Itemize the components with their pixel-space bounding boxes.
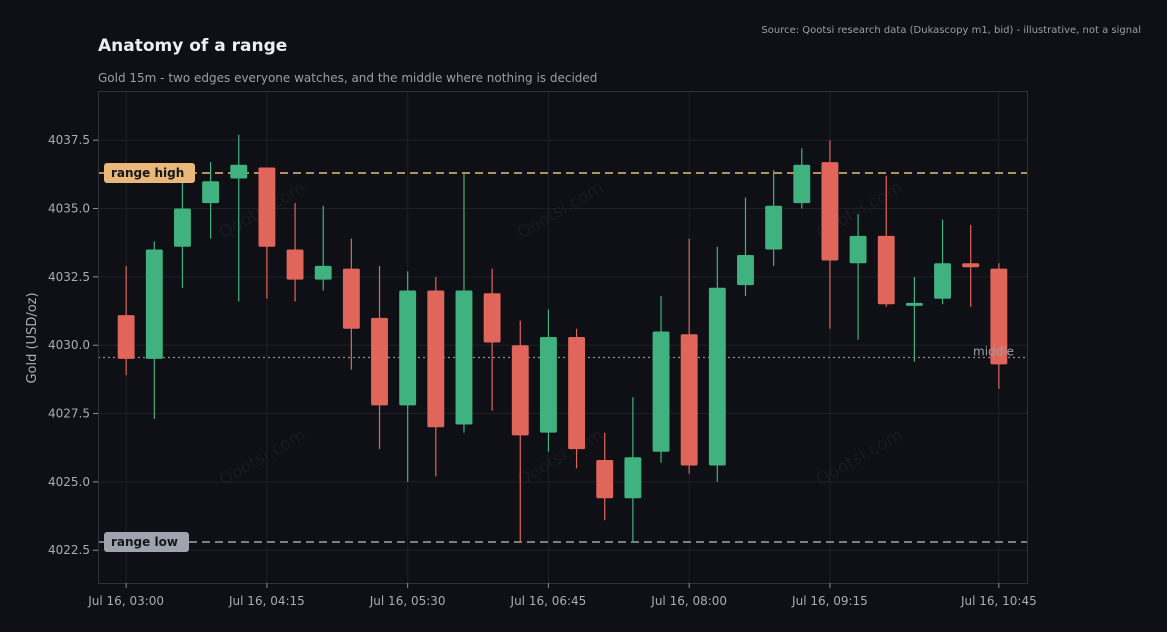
range-high-label: range high	[111, 166, 184, 180]
chart-subtitle: Gold 15m - two edges everyone watches, a…	[98, 71, 597, 85]
candle-body	[596, 460, 614, 499]
bullish-candle	[314, 205, 332, 291]
bearish-candle	[680, 238, 698, 474]
x-tick-label: Jul 16, 05:30	[369, 594, 446, 608]
bearish-candle	[427, 276, 445, 477]
x-tick-label: Jul 16, 04:15	[228, 594, 305, 608]
candle-body	[680, 334, 698, 466]
x-axis-ticks: Jul 16, 03:00 Jul 16, 04:15 Jul 16, 05:30 J…	[87, 583, 1037, 608]
range-high-badge	[104, 163, 195, 183]
middle-label: middle	[973, 345, 1014, 359]
bullish-candle	[539, 309, 557, 452]
bearish-candle	[568, 328, 586, 469]
candle-body	[765, 205, 783, 250]
y-tick-label: 4035.0	[48, 202, 90, 216]
range-low-badge	[104, 532, 189, 552]
candle-body	[174, 208, 191, 247]
bearish-candle	[483, 268, 501, 411]
candle-body	[934, 263, 951, 299]
y-tick-label: 4030.0	[48, 338, 90, 352]
bullish-candle	[202, 162, 220, 239]
candle-body	[624, 457, 642, 499]
bullish-candle	[174, 170, 191, 288]
range-low-label: range low	[111, 535, 178, 549]
bearish-candle	[511, 320, 529, 542]
candle-body	[117, 315, 135, 359]
candle-body	[371, 317, 388, 406]
y-tick-label: 4027.5	[48, 407, 90, 421]
candle-body	[286, 249, 304, 280]
candle-body	[877, 235, 895, 305]
candle-body	[427, 290, 445, 428]
candle-body	[511, 345, 529, 436]
bullish-candle	[905, 276, 923, 362]
bearish-candle	[821, 140, 839, 329]
chart-title: Anatomy of a range	[98, 36, 287, 56]
y-tick-label: 4025.0	[48, 475, 90, 489]
bullish-candle	[793, 148, 811, 209]
candle-body	[568, 337, 586, 450]
candle-body	[455, 290, 473, 425]
candle-body	[708, 287, 726, 466]
bullish-candle	[145, 241, 163, 419]
bullish-candle	[652, 296, 670, 463]
bullish-candle	[708, 246, 726, 482]
bullish-candle	[849, 214, 867, 340]
bullish-candle	[765, 170, 783, 266]
y-tick-label: 4037.5	[48, 133, 90, 147]
candle-body	[652, 331, 670, 452]
bearish-candle	[258, 167, 276, 299]
y-tick-label: 4032.5	[48, 270, 90, 284]
source-note: Source: Qootsi research data (Dukascopy …	[761, 25, 1141, 36]
candle-body	[483, 293, 501, 343]
candle-body	[539, 337, 557, 433]
bullish-candle	[737, 197, 754, 296]
x-tick-label: Jul 16, 09:15	[791, 594, 868, 608]
y-axis-label: Gold (USD/oz)	[25, 292, 40, 383]
y-axis-ticks: 4022.5 4025.0 4027.5 4030.0 4032.5 4035.0 4037…	[48, 133, 98, 557]
bearish-candle	[117, 265, 135, 376]
x-tick-label: Jul 16, 03:00	[87, 594, 164, 608]
range-levels	[98, 172, 1027, 543]
bearish-candle	[342, 238, 360, 370]
bullish-candle	[399, 271, 417, 482]
bearish-candle	[596, 432, 614, 521]
candle-body	[821, 162, 839, 261]
candles	[117, 134, 1008, 542]
bearish-candle	[990, 263, 1008, 389]
bearish-candle	[371, 265, 388, 450]
bullish-candle	[624, 397, 642, 542]
bearish-candle	[877, 175, 895, 307]
candle-body	[202, 181, 220, 204]
candle-body	[399, 290, 417, 406]
candle-body	[849, 235, 867, 264]
bearish-candle	[286, 203, 304, 302]
range-level-labels: range high range low middle	[104, 163, 1014, 552]
x-tick-label: Jul 16, 10:45	[960, 594, 1037, 608]
bullish-candle	[230, 134, 248, 302]
bullish-candle	[934, 219, 951, 305]
bearish-candle	[962, 224, 980, 307]
candle-body	[258, 167, 276, 247]
bullish-candle	[455, 173, 473, 433]
candle-body	[962, 263, 980, 268]
candle-body	[990, 268, 1008, 365]
candle-body	[145, 249, 163, 359]
plot-frame	[98, 91, 1028, 584]
x-tick-label: Jul 16, 06:45	[510, 594, 587, 608]
x-tick-label: Jul 16, 08:00	[650, 594, 727, 608]
candle-body	[342, 268, 360, 329]
candle-body	[793, 164, 811, 204]
candle-body	[314, 265, 332, 280]
candle-body	[230, 164, 248, 179]
candle-body	[737, 255, 754, 286]
y-tick-label: 4022.5	[48, 543, 90, 557]
candle-body	[905, 302, 923, 306]
